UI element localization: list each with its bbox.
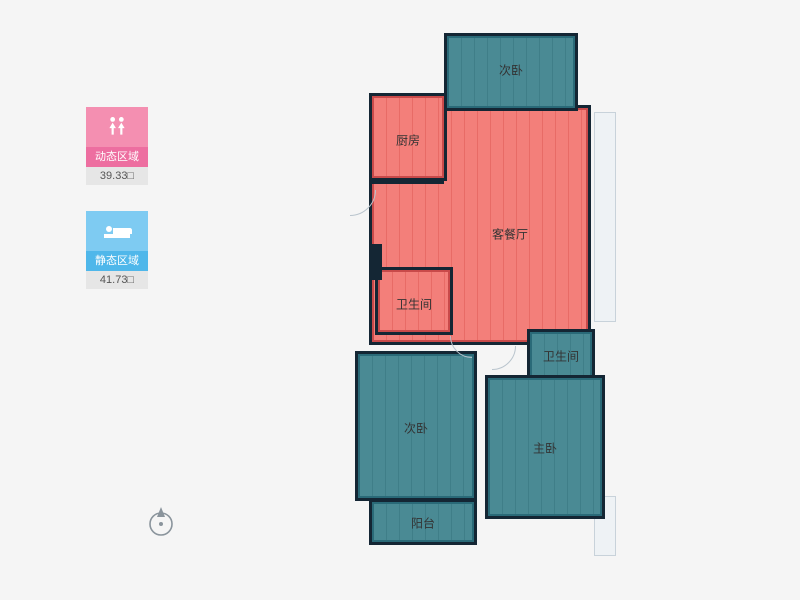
legend-block: 静态区域41.73□ bbox=[86, 211, 148, 289]
room-bath1 bbox=[378, 270, 450, 332]
legend-value: 41.73□ bbox=[86, 271, 148, 289]
room-kitchen bbox=[372, 96, 444, 178]
room-bed2_mid bbox=[358, 354, 474, 498]
door-arc bbox=[492, 346, 516, 370]
legend-value: 39.33□ bbox=[86, 167, 148, 185]
legend-title: 静态区域 bbox=[86, 251, 148, 271]
sleep-icon bbox=[86, 211, 148, 251]
legend-title: 动态区域 bbox=[86, 147, 148, 167]
legend: 动态区域39.33□ 静态区域41.73□ bbox=[86, 107, 148, 315]
room-bath2 bbox=[530, 332, 592, 378]
compass-icon bbox=[144, 504, 178, 538]
door-arc bbox=[450, 336, 472, 358]
people-icon bbox=[86, 107, 148, 147]
balcony-slab bbox=[594, 112, 616, 322]
room-bed2_top bbox=[447, 36, 575, 108]
legend-block: 动态区域39.33□ bbox=[86, 107, 148, 185]
wall-segment bbox=[370, 178, 444, 184]
door-arc bbox=[350, 190, 376, 216]
room-master bbox=[488, 378, 602, 516]
floor-plan: 次卧厨房客餐厅卫生间卫生间次卧主卧阳台 bbox=[342, 36, 664, 576]
wall-segment bbox=[370, 244, 382, 280]
room-balcony_bot bbox=[372, 502, 474, 542]
